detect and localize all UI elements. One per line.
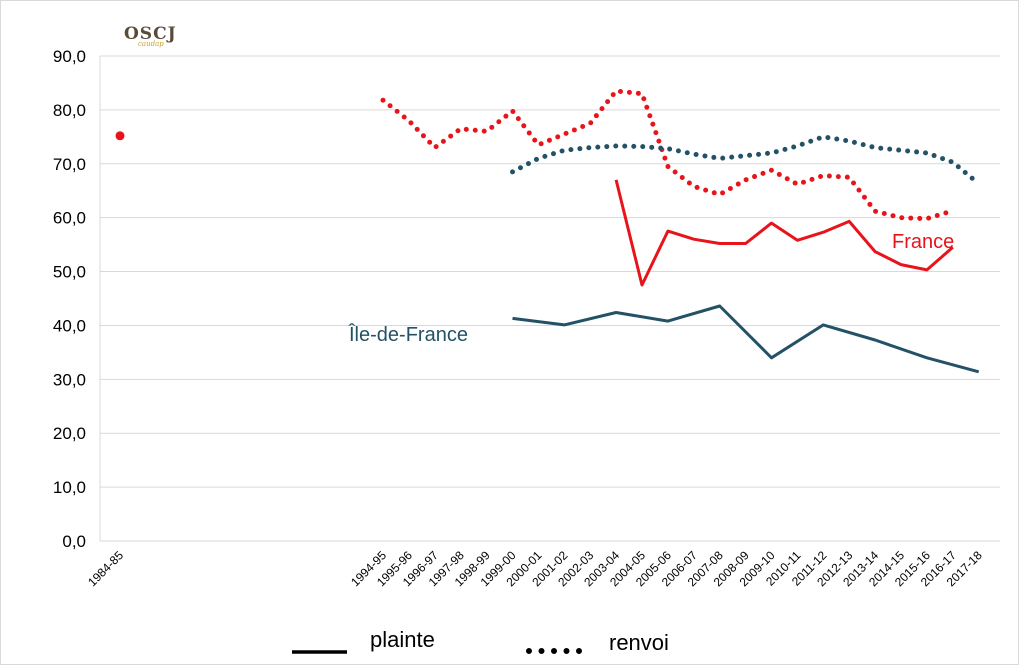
logo-text: OSCJ [124,24,177,44]
series-line-renvoi [510,134,982,187]
oscj-logo: OSCJ caudap [124,24,177,48]
y-tick-label: 90,0 [53,47,86,66]
series [115,88,982,374]
series-line-plainte [512,304,980,374]
y-tick-label: 70,0 [53,155,86,174]
data-point [115,131,125,141]
series-line-renvoi [380,88,956,222]
series-line-plainte [614,179,954,287]
y-tick-label: 80,0 [53,101,86,120]
series-annotation: Île-de-France [348,323,468,346]
gridlines [100,55,1000,488]
y-tick-label: 60,0 [53,209,86,228]
axes [99,56,1000,542]
y-tick-label: 30,0 [53,370,86,389]
y-tick-label: 20,0 [53,424,86,443]
y-tick-label: 10,0 [53,478,86,497]
legend-label: plainte [370,627,435,652]
x-tick-label: 1984-85 [85,548,126,589]
legend: plainte renvoi [292,627,669,655]
series-annotation: France [892,231,954,253]
logo-subtext: caudap [138,40,164,48]
y-tick-label: 40,0 [53,316,86,335]
legend-label: renvoi [609,630,669,655]
y-tick-label: 50,0 [53,263,86,282]
y-tick-label: 0,0 [62,532,86,551]
